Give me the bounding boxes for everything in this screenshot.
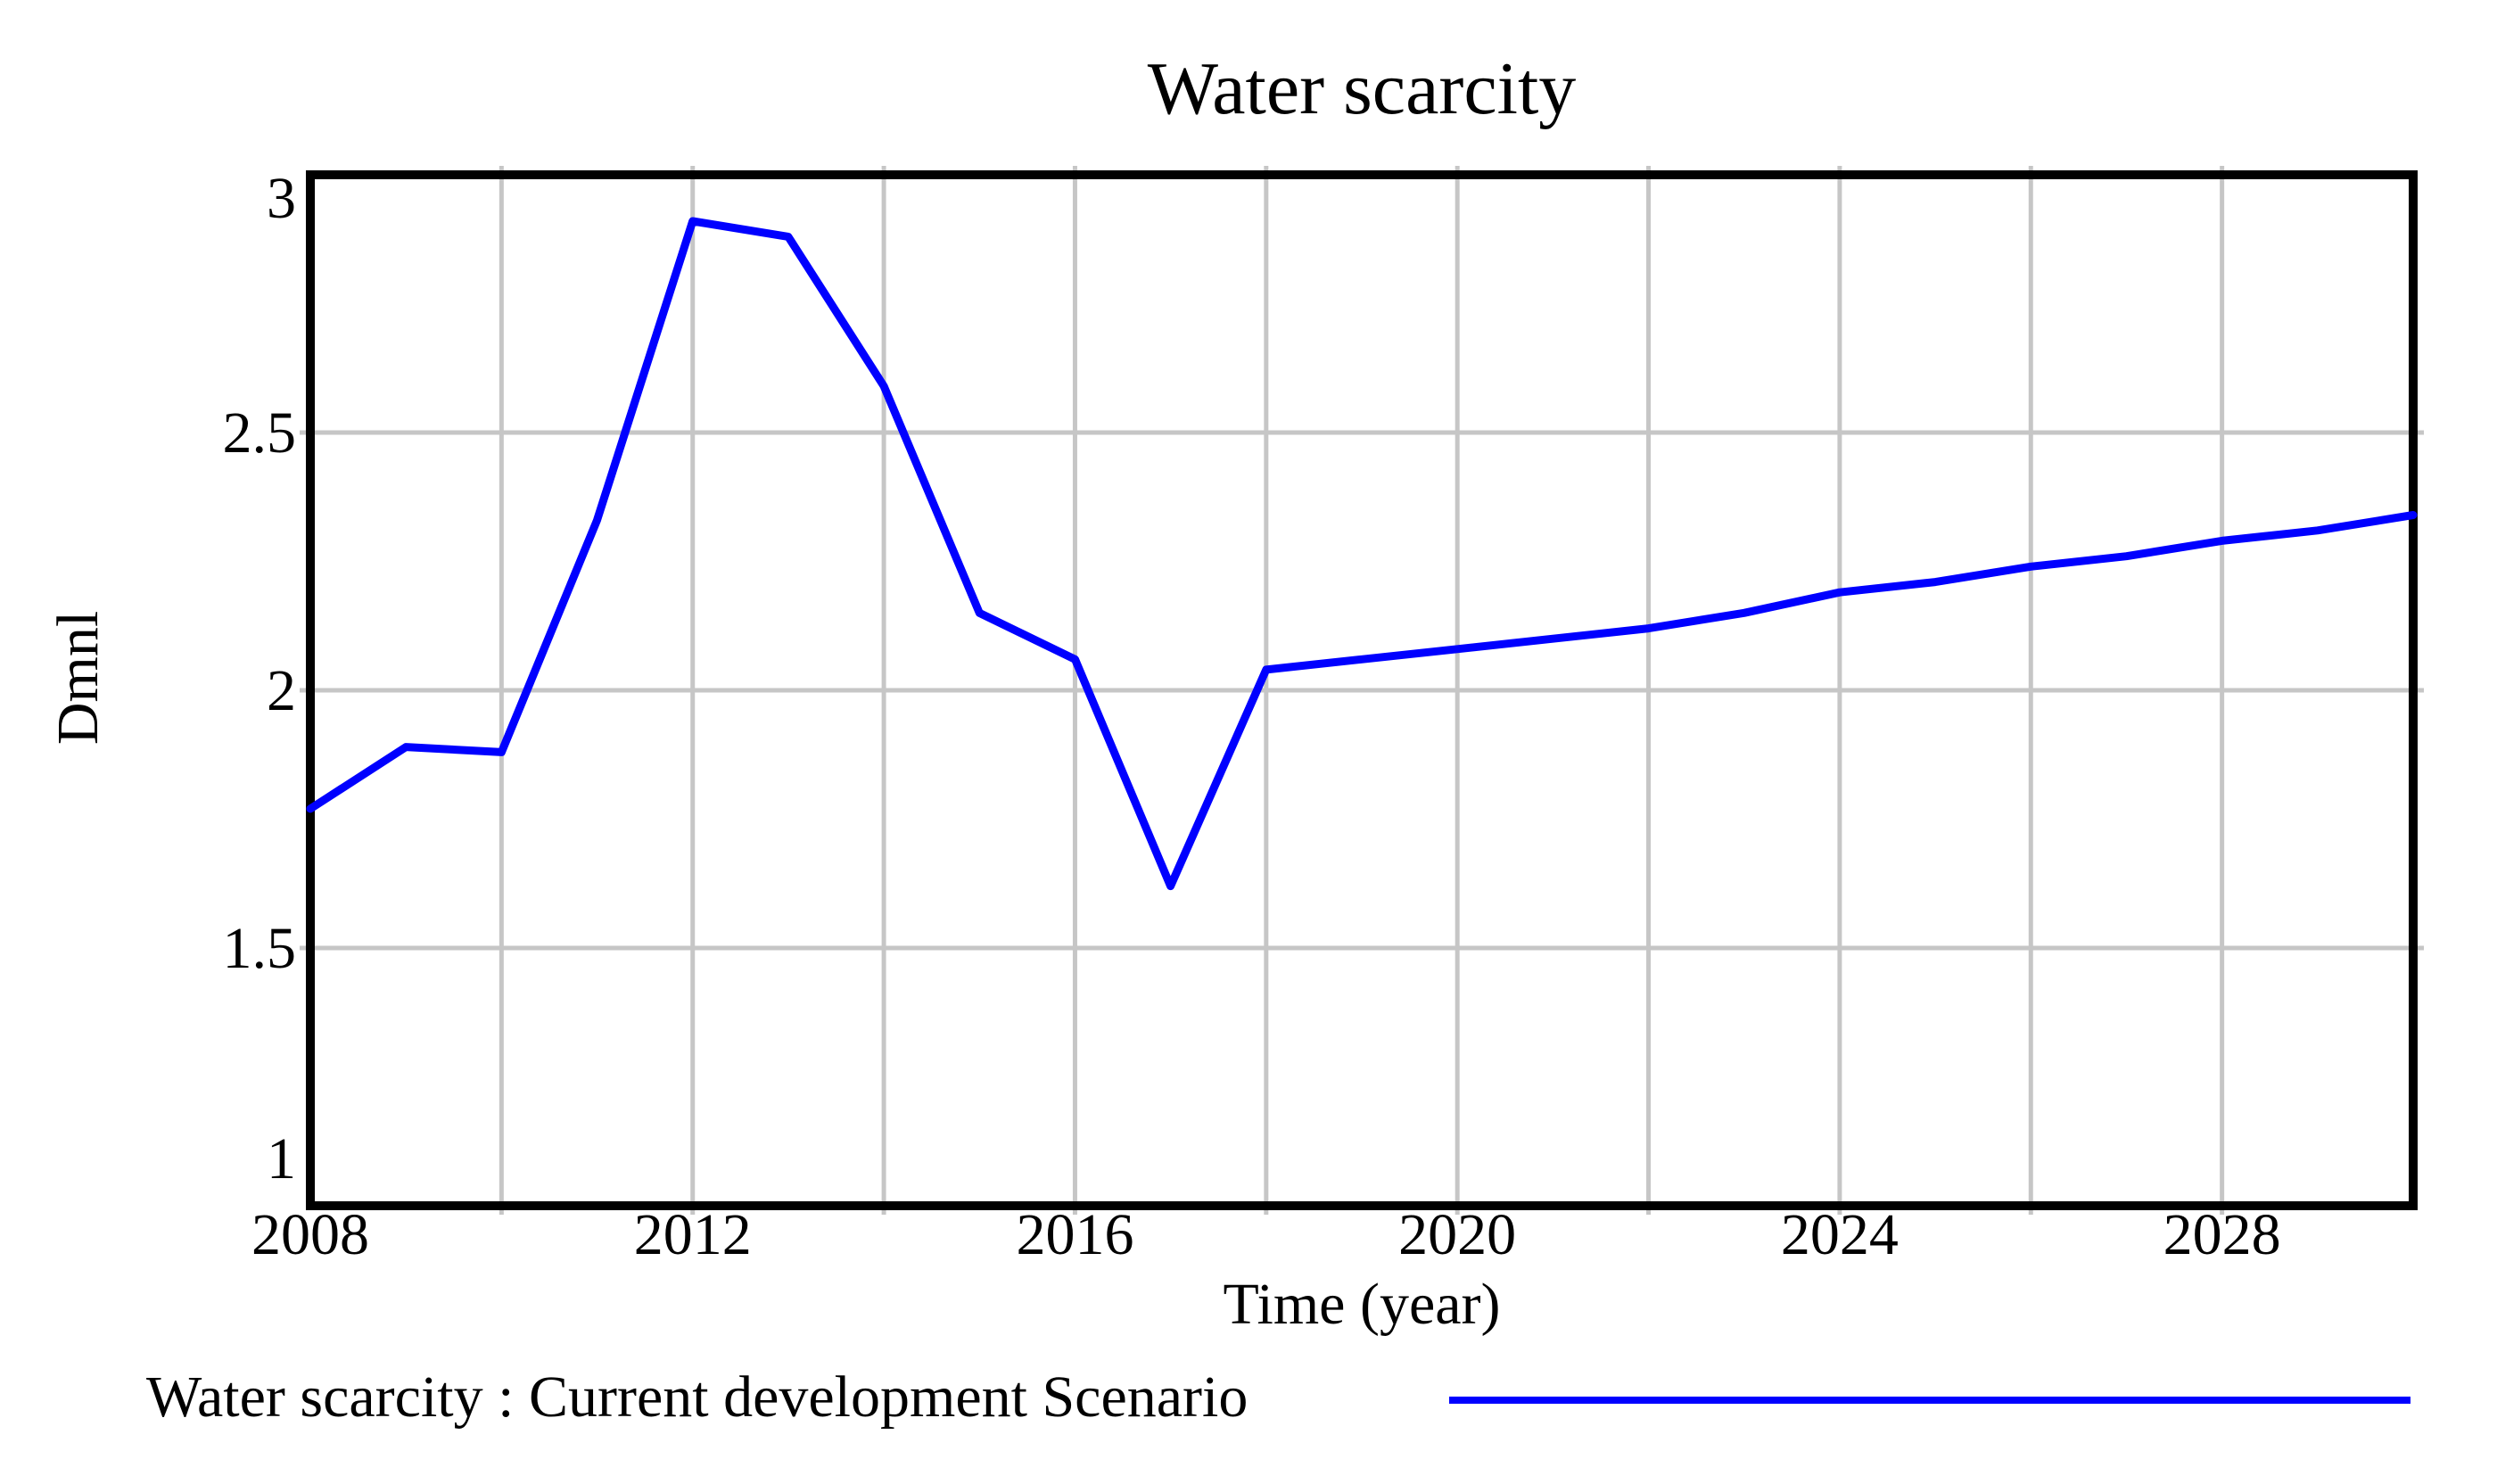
plot-frame [306,170,2418,1210]
x-axis-label: Time (year) [1223,1272,1501,1337]
x-tick-label: 2028 [2163,1202,2281,1267]
y-tick-label: 1 [267,1126,296,1191]
x-tick-label: 2012 [633,1202,752,1267]
x-tick-label: 2024 [1780,1202,1899,1267]
x-tick-label: 2016 [1016,1202,1134,1267]
y-tick-label: 3 [267,166,296,231]
y-tick-label: 1.5 [222,916,297,981]
y-tick-label: 2 [267,658,296,723]
y-tick-label: 2.5 [222,400,297,466]
legend-series-label: Water scarcity : Current development Sce… [146,1364,1248,1430]
x-tick-label: 2008 [251,1202,369,1267]
x-tick-label: 2020 [1398,1202,1517,1267]
chart-title: Water scarcity [1147,47,1577,130]
y-axis-label: Dmnl [45,610,111,746]
legend-series-line-swatch [1449,1397,2410,1404]
series-line [306,217,2418,891]
